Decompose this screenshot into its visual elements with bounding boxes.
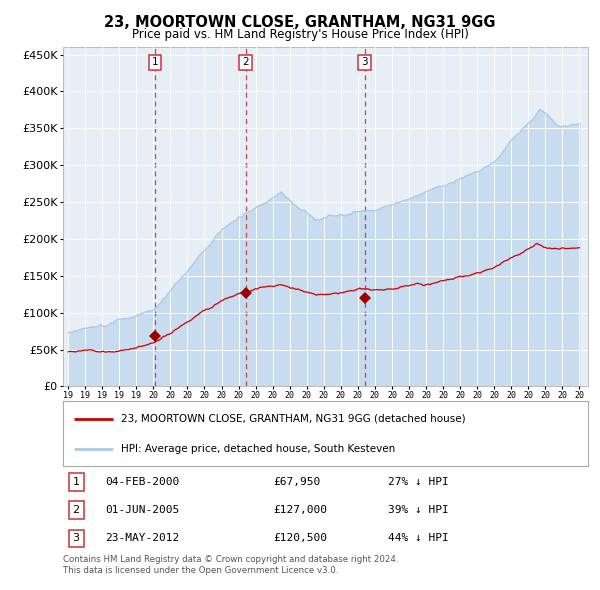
Text: 1: 1 (73, 477, 80, 487)
Text: 23, MOORTOWN CLOSE, GRANTHAM, NG31 9GG (detached house): 23, MOORTOWN CLOSE, GRANTHAM, NG31 9GG (… (121, 414, 466, 424)
Text: HPI: Average price, detached house, South Kesteven: HPI: Average price, detached house, Sout… (121, 444, 395, 454)
Text: 44% ↓ HPI: 44% ↓ HPI (389, 533, 449, 543)
Text: £67,950: £67,950 (273, 477, 320, 487)
Text: 23, MOORTOWN CLOSE, GRANTHAM, NG31 9GG: 23, MOORTOWN CLOSE, GRANTHAM, NG31 9GG (104, 15, 496, 30)
Text: Price paid vs. HM Land Registry's House Price Index (HPI): Price paid vs. HM Land Registry's House … (131, 28, 469, 41)
Text: 23-MAY-2012: 23-MAY-2012 (105, 533, 179, 543)
Text: Contains HM Land Registry data © Crown copyright and database right 2024.: Contains HM Land Registry data © Crown c… (63, 555, 398, 563)
Text: 39% ↓ HPI: 39% ↓ HPI (389, 506, 449, 515)
Text: 2: 2 (242, 57, 249, 67)
Text: 27% ↓ HPI: 27% ↓ HPI (389, 477, 449, 487)
Text: 2: 2 (73, 506, 80, 515)
Text: £127,000: £127,000 (273, 506, 327, 515)
Text: 1: 1 (152, 57, 158, 67)
Text: 01-JUN-2005: 01-JUN-2005 (105, 506, 179, 515)
Text: £120,500: £120,500 (273, 533, 327, 543)
Text: This data is licensed under the Open Government Licence v3.0.: This data is licensed under the Open Gov… (63, 566, 338, 575)
Text: 04-FEB-2000: 04-FEB-2000 (105, 477, 179, 487)
Text: 3: 3 (73, 533, 80, 543)
Text: 3: 3 (361, 57, 368, 67)
